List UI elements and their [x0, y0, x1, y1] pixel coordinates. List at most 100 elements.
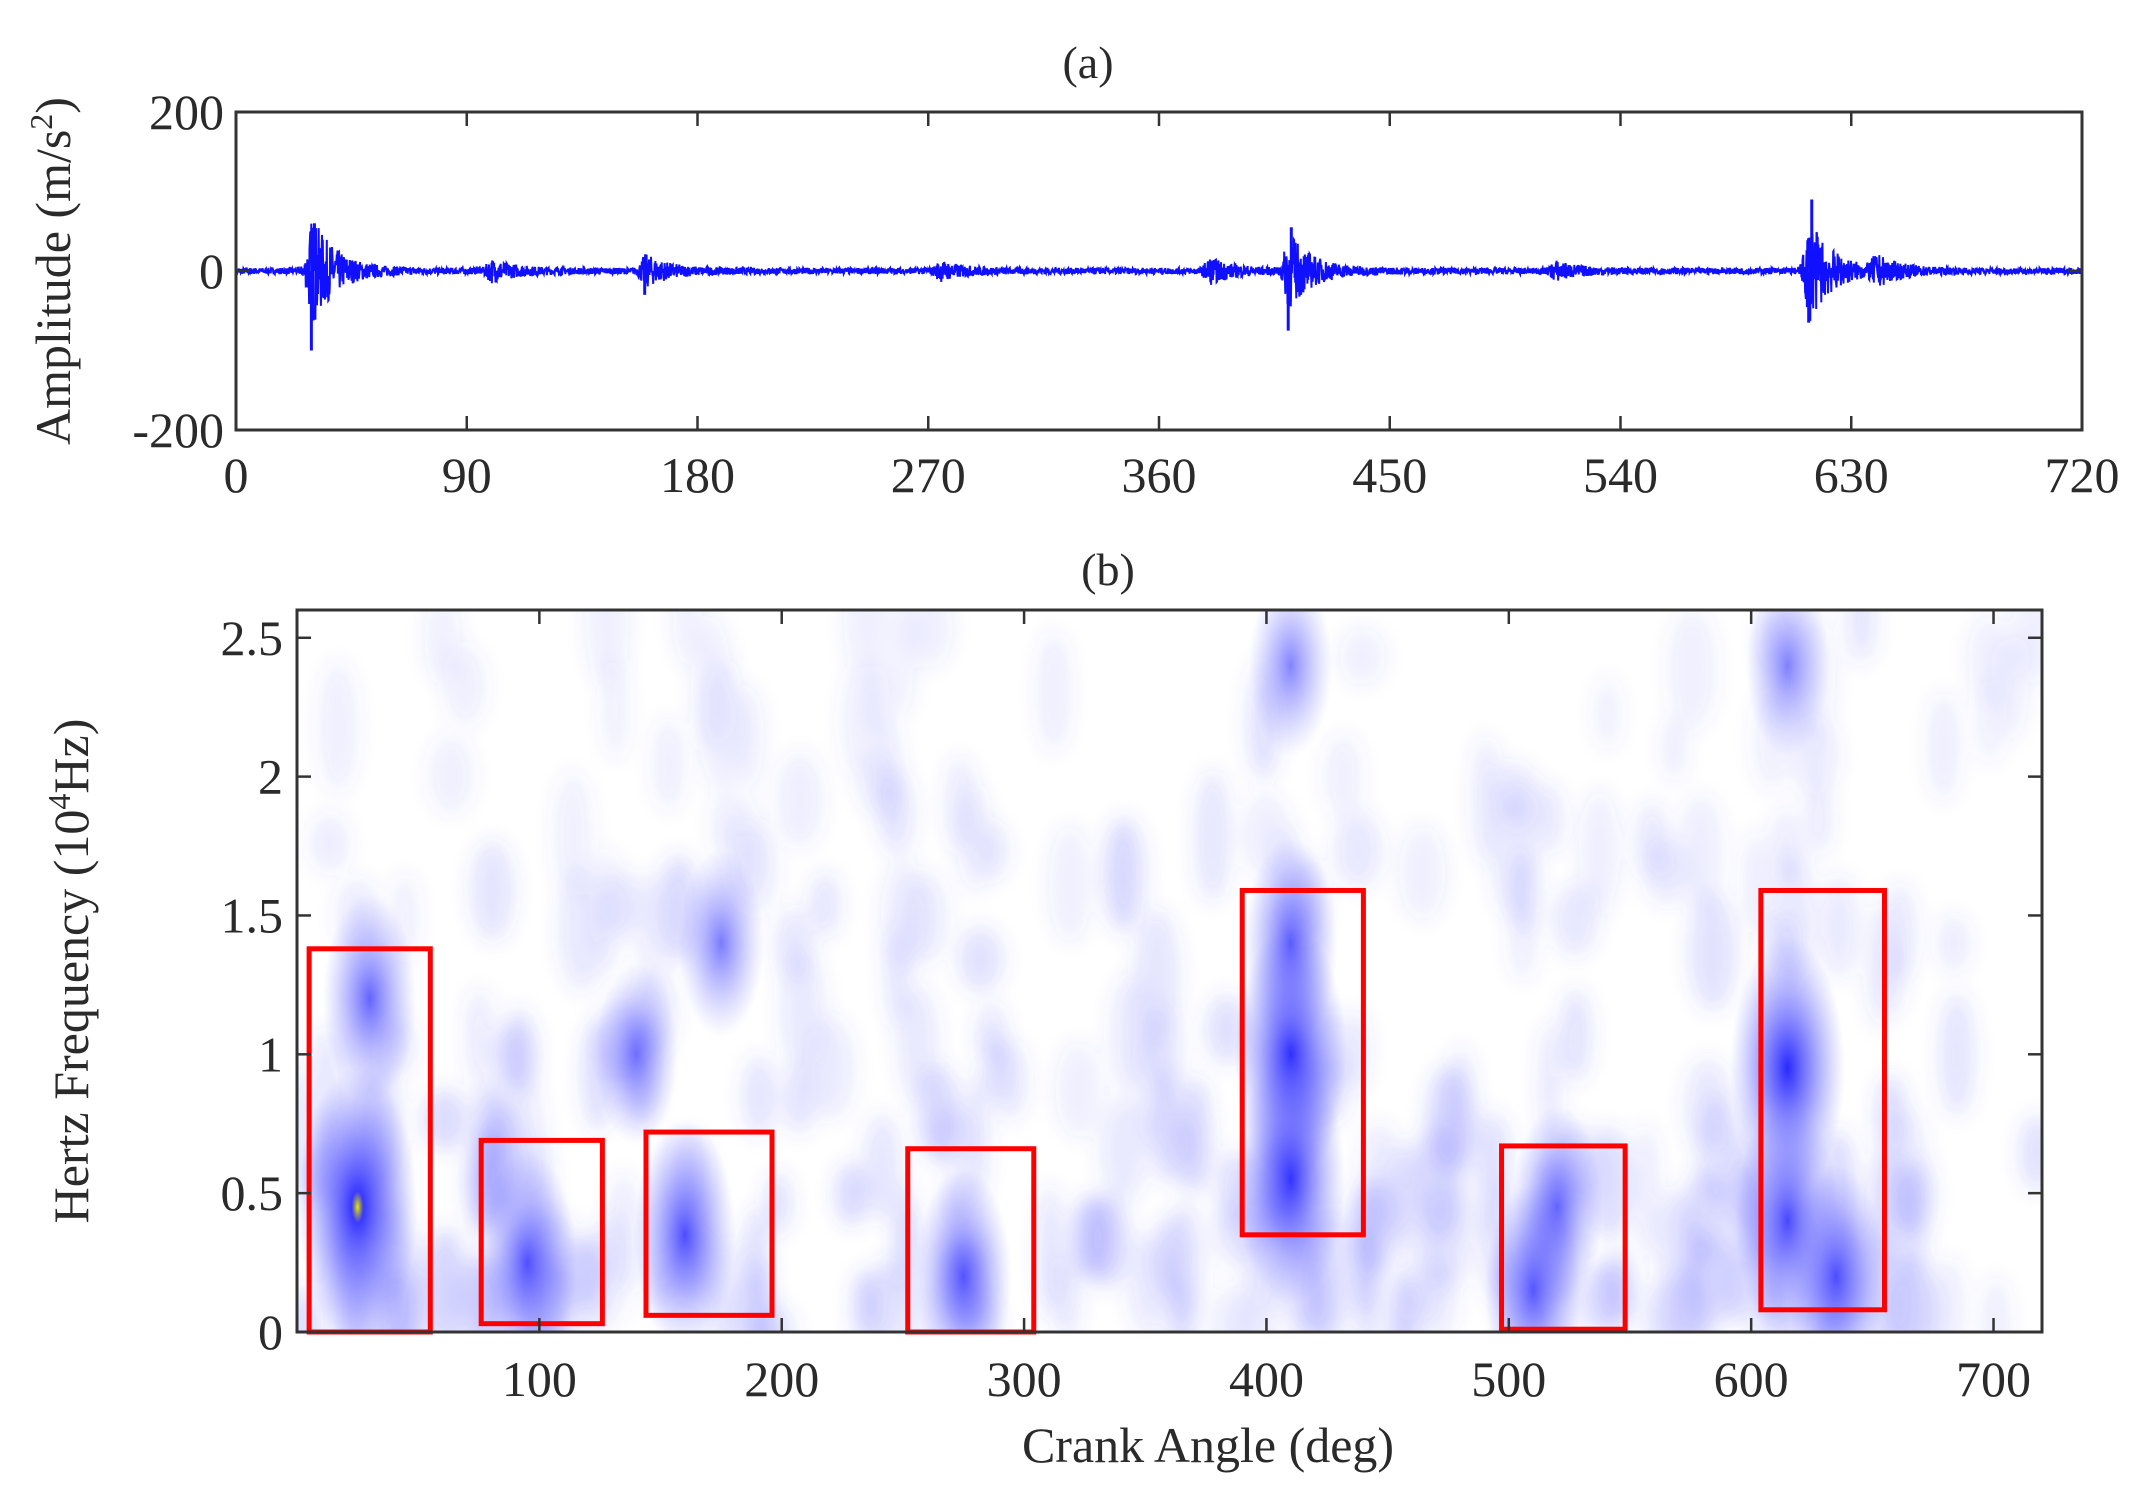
heat-speck	[1180, 1077, 1210, 1194]
heat-speck	[426, 1227, 465, 1332]
heat-speck	[1876, 1074, 1906, 1158]
heat-speck	[975, 1002, 1007, 1065]
heat-speck	[1509, 904, 1537, 982]
x-tick-label: 700	[1956, 1351, 2031, 1407]
panel-a-signal-trace	[236, 199, 2082, 351]
heat-speck	[1581, 1264, 1627, 1332]
heat-speck	[1690, 1233, 1734, 1330]
heat-speck	[585, 610, 629, 687]
y-tick-label: 0	[258, 1304, 283, 1360]
heat-speck	[1390, 1140, 1423, 1248]
heat-speck	[2019, 1115, 2042, 1191]
y-tick-label: 1.5	[221, 887, 284, 943]
heat-speck	[864, 1113, 901, 1220]
hot-spot	[1243, 838, 1338, 1049]
heat-speck	[429, 735, 474, 815]
heat-speck	[1561, 988, 1591, 1082]
heat-speck	[1402, 1237, 1441, 1321]
heat-speck	[1490, 794, 1535, 917]
heat-speck	[907, 610, 953, 668]
heat-speck	[1553, 884, 1598, 956]
hot-spot	[1786, 1164, 1886, 1332]
x-tick-label: 720	[2045, 447, 2120, 503]
heat-speck	[1684, 1057, 1732, 1154]
x-tick-label: 100	[502, 1351, 577, 1407]
heat-speck	[673, 610, 701, 666]
panel-b-ticks: 100 200 300 400 500 600 700 0 0.5 1 1.5 2 2.5	[221, 610, 2042, 1407]
heat-speck	[578, 1228, 603, 1332]
heat-speck	[1904, 1168, 1926, 1273]
heat-speck	[1055, 1041, 1102, 1139]
heat-speck	[835, 1163, 868, 1226]
heat-speck	[470, 840, 514, 942]
heat-speck	[1534, 783, 1563, 854]
annotation-box	[1239, 887, 1366, 1238]
panel-a-title: (a)	[1062, 37, 1113, 88]
heat-speck	[636, 871, 665, 981]
x-tick-label: 540	[1583, 447, 1658, 503]
panel-b-title: (b)	[1081, 544, 1135, 595]
heat-speck	[978, 822, 1008, 880]
heat-speck	[1399, 824, 1446, 921]
heat-speck	[1679, 794, 1722, 912]
heat-speck	[1928, 692, 1959, 801]
x-tick-label: 500	[1471, 1351, 1546, 1407]
heat-speck	[1100, 1097, 1148, 1203]
heat-speck	[1579, 790, 1620, 914]
x-tick-label: 400	[1229, 1351, 1304, 1407]
panel-b-ylabel: Hertz Frequency (104Hz)	[41, 719, 99, 1224]
heat-speck	[423, 1089, 467, 1151]
heat-speck	[1806, 782, 1831, 856]
panel-b-spectrogram: (b) 100 200 300 400 500 600 700 0 0.5 1 1.5 2 2.5 Cr…	[41, 544, 2044, 1473]
heat-speck	[474, 1081, 505, 1157]
heat-speck	[607, 1173, 639, 1293]
heat-speck	[1426, 1066, 1471, 1176]
heat-speck	[501, 1008, 536, 1096]
y-tick-label: 1	[258, 1026, 283, 1082]
heat-speck	[1037, 631, 1070, 753]
hot-spot	[297, 1067, 418, 1332]
heat-speck	[958, 926, 1003, 992]
heat-speck	[852, 1270, 878, 1332]
heat-speck	[775, 908, 812, 982]
heat-speck	[928, 1107, 972, 1168]
panel-a-ylabel: Amplitude (m/s2)	[23, 97, 81, 445]
heat-speck	[553, 772, 592, 897]
y-tick-label: 2	[258, 749, 283, 805]
heat-speck	[765, 1172, 791, 1235]
annotation-box	[1499, 1143, 1628, 1332]
heat-speck	[1982, 1276, 2010, 1332]
hot-spot	[1745, 610, 1830, 757]
x-tick-label: 270	[891, 447, 966, 503]
x-tick-label: 360	[1122, 447, 1197, 503]
hot-spot	[633, 1119, 736, 1332]
heat-speck	[2014, 610, 2042, 683]
heat-speck	[1930, 1258, 1965, 1332]
y-tick-label: 0	[199, 243, 224, 299]
hot-spot	[1484, 1181, 1582, 1332]
heat-speck	[1339, 628, 1386, 686]
x-tick-label: 180	[660, 447, 735, 503]
heat-speck	[1054, 1253, 1080, 1332]
heat-speck	[744, 1208, 769, 1302]
heat-speck	[1939, 992, 1974, 1117]
heat-speck	[1633, 1123, 1659, 1254]
hot-spot	[678, 848, 765, 1038]
heat-speck	[1334, 811, 1382, 889]
x-tick-label: 300	[987, 1351, 1062, 1407]
y-tick-label: 200	[149, 84, 224, 140]
heat-speck	[1595, 677, 1620, 750]
heat-speck	[1662, 715, 1686, 781]
heat-speck	[1039, 1184, 1061, 1317]
heat-speck	[1820, 874, 1858, 979]
panel-b-frame	[295, 608, 2044, 1334]
x-tick-label: 630	[1814, 447, 1889, 503]
heat-speck	[1646, 837, 1685, 906]
hot-spot	[1235, 1053, 1346, 1306]
heat-speck	[809, 872, 840, 937]
x-tick-label: 450	[1352, 447, 1427, 503]
heat-speck	[319, 661, 358, 793]
heat-speck	[1688, 893, 1737, 1011]
heat-speck	[466, 988, 492, 1086]
heat-speck	[945, 756, 976, 853]
